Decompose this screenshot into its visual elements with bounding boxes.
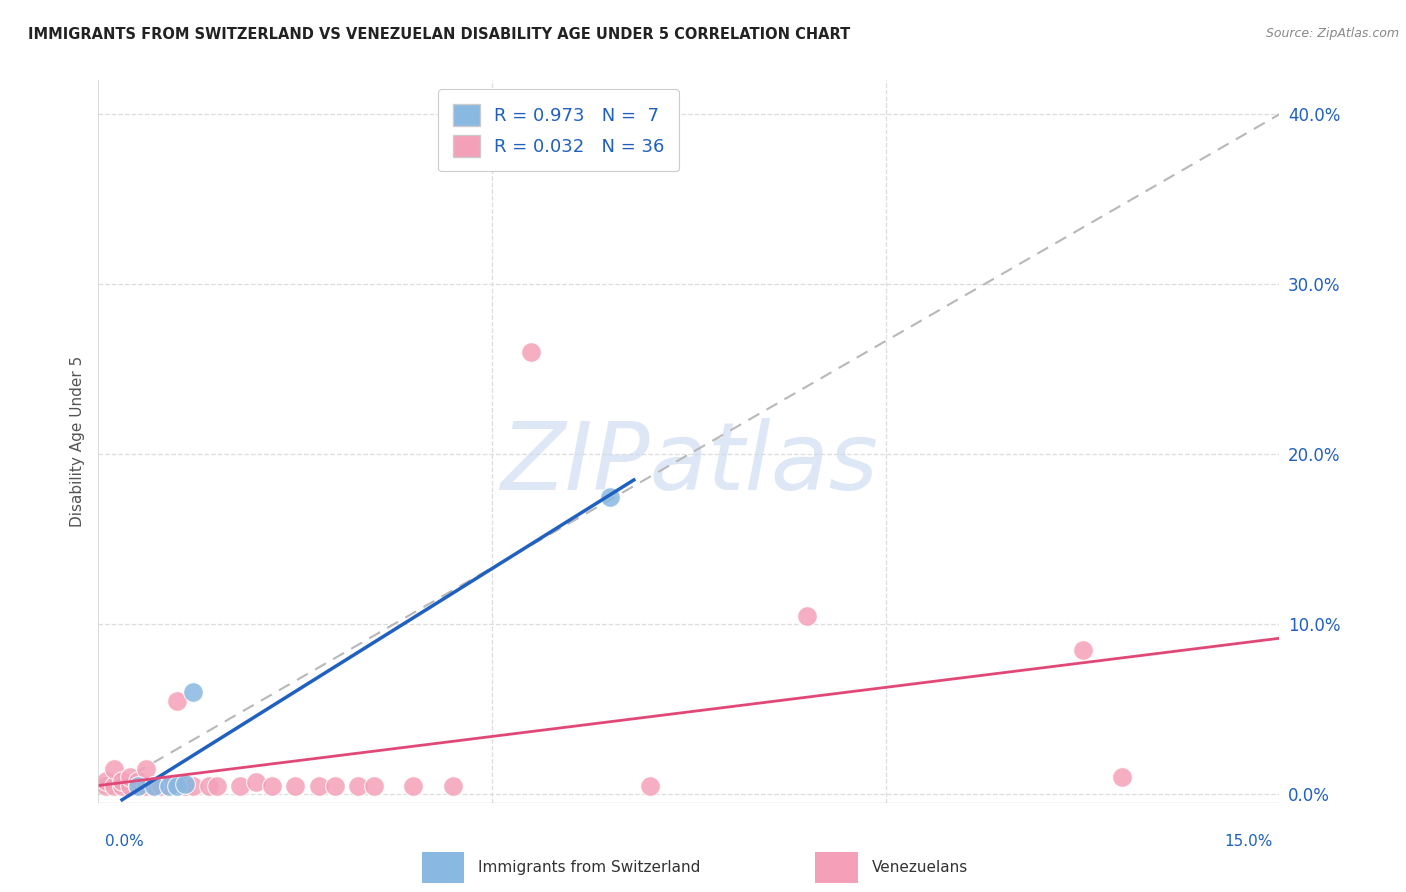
- Point: [441, 779, 464, 793]
- Point: [118, 779, 141, 793]
- Point: [142, 779, 165, 793]
- Point: [157, 779, 180, 793]
- Point: [96, 773, 118, 788]
- Point: [520, 345, 543, 359]
- Point: [181, 779, 204, 793]
- Point: [308, 779, 330, 793]
- Point: [347, 779, 370, 793]
- Point: [127, 779, 149, 793]
- Point: [150, 779, 173, 793]
- Point: [111, 773, 134, 788]
- Point: [103, 779, 125, 793]
- Point: [245, 775, 267, 789]
- Point: [197, 779, 219, 793]
- Text: 15.0%: 15.0%: [1225, 834, 1272, 849]
- Point: [229, 779, 252, 793]
- Point: [111, 779, 134, 793]
- Point: [103, 762, 125, 776]
- Point: [135, 762, 157, 776]
- Point: [638, 779, 661, 793]
- Point: [142, 779, 165, 793]
- Text: IMMIGRANTS FROM SWITZERLAND VS VENEZUELAN DISABILITY AGE UNDER 5 CORRELATION CHA: IMMIGRANTS FROM SWITZERLAND VS VENEZUELA…: [28, 27, 851, 42]
- Point: [1071, 642, 1094, 657]
- Point: [174, 779, 197, 793]
- Point: [599, 490, 621, 504]
- Point: [127, 773, 149, 788]
- Text: Source: ZipAtlas.com: Source: ZipAtlas.com: [1265, 27, 1399, 40]
- Point: [118, 770, 141, 784]
- Point: [323, 779, 346, 793]
- Point: [174, 777, 197, 791]
- Text: Venezuelans: Venezuelans: [872, 860, 967, 874]
- Point: [402, 779, 425, 793]
- Text: ZIPatlas: ZIPatlas: [501, 417, 877, 508]
- Point: [205, 779, 228, 793]
- Text: 0.0%: 0.0%: [105, 834, 145, 849]
- Point: [166, 694, 188, 708]
- Point: [96, 779, 118, 793]
- Legend: R = 0.973   N =  7, R = 0.032   N = 36: R = 0.973 N = 7, R = 0.032 N = 36: [439, 89, 679, 171]
- Point: [181, 685, 204, 699]
- Point: [166, 779, 188, 793]
- Point: [142, 779, 165, 793]
- Point: [260, 779, 283, 793]
- Point: [796, 608, 818, 623]
- Point: [1111, 770, 1133, 784]
- Point: [157, 779, 180, 793]
- Point: [127, 779, 149, 793]
- Point: [135, 779, 157, 793]
- Y-axis label: Disability Age Under 5: Disability Age Under 5: [69, 356, 84, 527]
- Point: [284, 779, 307, 793]
- Text: Immigrants from Switzerland: Immigrants from Switzerland: [478, 860, 700, 874]
- Point: [363, 779, 385, 793]
